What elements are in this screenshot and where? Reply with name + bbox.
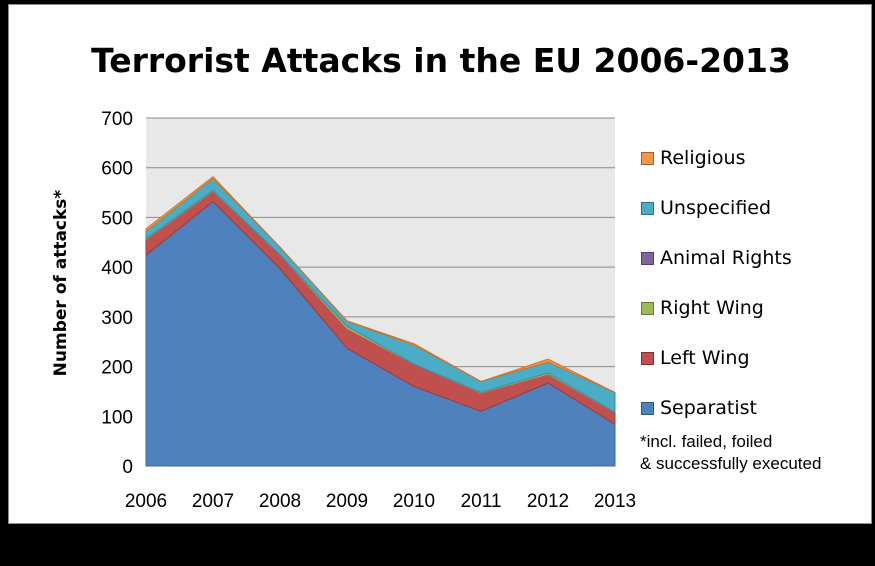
- legend-item-animal-rights: Animal Rights: [641, 233, 871, 283]
- legend-item-unspecified: Unspecified: [641, 183, 871, 233]
- legend-label-right-wing: Right Wing: [660, 297, 764, 319]
- y-tick-label-0: 0: [122, 457, 133, 478]
- chart-card: Terrorist Attacks in the EU 2006-2013 0 1…: [8, 4, 872, 524]
- x-tick-label-2009: 2009: [326, 491, 368, 512]
- legend-label-unspecified: Unspecified: [660, 197, 772, 219]
- legend-swatch-left-wing: [641, 351, 654, 365]
- x-tick-label-2011: 2011: [461, 491, 502, 512]
- legend-item-separatist: Separatist: [641, 383, 871, 433]
- legend-swatch-right-wing: [641, 301, 654, 315]
- area-religious: [145, 176, 616, 393]
- legend-label-left-wing: Left Wing: [660, 347, 750, 369]
- y-tick-label-400: 400: [101, 258, 133, 279]
- chart-title: Terrorist Attacks in the EU 2006-2013: [91, 41, 791, 80]
- y-tick-label-600: 600: [101, 159, 133, 180]
- footnote: *incl. failed, foiled & successfully exe…: [640, 431, 872, 475]
- legend-label-animal-rights: Animal Rights: [660, 247, 792, 269]
- x-tick-label-2013: 2013: [594, 491, 636, 512]
- legend: Religious Unspecified Animal Rights Righ…: [641, 133, 871, 433]
- legend-swatch-religious: [641, 151, 654, 165]
- x-tick-label-2010: 2010: [393, 491, 435, 512]
- y-tick-label-500: 500: [101, 208, 133, 229]
- y-tick-label-700: 700: [101, 109, 133, 130]
- y-tick-label-200: 200: [101, 358, 133, 379]
- x-tick-label-2012: 2012: [527, 491, 569, 512]
- legend-label-religious: Religious: [660, 147, 746, 169]
- x-tick-label-2008: 2008: [259, 491, 301, 512]
- legend-swatch-separatist: [641, 401, 654, 415]
- y-axis-label: Number of attacks*: [51, 189, 71, 377]
- legend-swatch-unspecified: [641, 201, 654, 215]
- legend-item-religious: Religious: [641, 133, 871, 183]
- legend-item-left-wing: Left Wing: [641, 333, 871, 383]
- legend-item-right-wing: Right Wing: [641, 283, 871, 333]
- x-tick-label-2007: 2007: [192, 491, 234, 512]
- footnote-line-2: & successfully executed: [640, 454, 822, 473]
- legend-label-separatist: Separatist: [660, 397, 757, 419]
- y-tick-label-100: 100: [101, 407, 133, 428]
- legend-swatch-animal-rights: [641, 251, 654, 265]
- y-tick-label-300: 300: [101, 308, 133, 329]
- x-tick-label-2006: 2006: [125, 491, 167, 512]
- footnote-line-1: *incl. failed, foiled: [640, 432, 773, 451]
- chart-plot: 0 100 200 300 400 500 600 700 2006 2007 2008 2009 2…: [101, 109, 636, 512]
